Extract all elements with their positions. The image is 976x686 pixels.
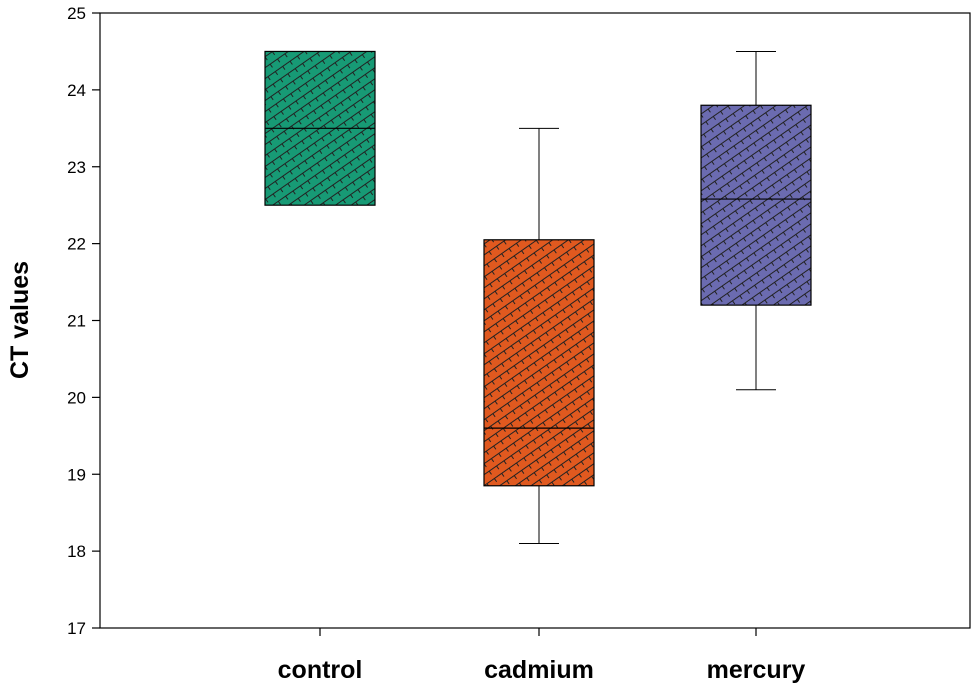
x-tick-label: control: [278, 656, 363, 684]
box-cadmium: [483, 239, 595, 487]
box-mercury: [700, 104, 812, 306]
y-tick-label: 20: [67, 388, 86, 407]
y-tick-label: 24: [67, 81, 86, 100]
y-tick-label: 21: [67, 312, 86, 331]
x-tick-label: cadmium: [484, 656, 594, 684]
y-tick-label: 19: [67, 465, 86, 484]
x-tick-label: mercury: [707, 656, 806, 684]
y-axis-label: CT values: [6, 261, 34, 379]
y-tick-label: 23: [67, 158, 86, 177]
y-tick-label: 17: [67, 619, 86, 638]
y-tick-label: 25: [67, 4, 86, 23]
y-tick-label: 18: [67, 542, 86, 561]
y-tick-label: 22: [67, 235, 86, 254]
